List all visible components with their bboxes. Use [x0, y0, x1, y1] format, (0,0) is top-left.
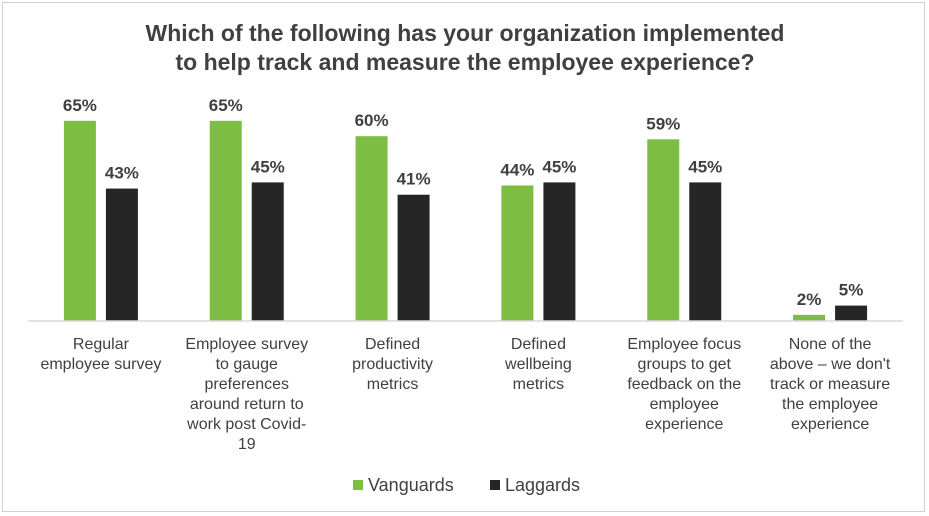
- value-label-vanguards-3: 44%: [500, 160, 534, 179]
- category-label-1-line-3: around return to: [190, 396, 304, 413]
- category-label-4-line-3: employee: [650, 396, 719, 413]
- value-label-laggards-4: 45%: [688, 157, 722, 176]
- category-label-1-line-2: preferences: [205, 376, 290, 393]
- chart-svg: Which of the following has your organiza…: [28, 20, 903, 495]
- category-label-1-line-1: to gauge: [216, 356, 278, 373]
- bars: [63, 120, 868, 321]
- chart-title: Which of the following has your organiza…: [146, 20, 785, 75]
- category-label-1-line-0: Employee survey: [185, 336, 308, 353]
- category-label-2-line-2: metrics: [367, 376, 419, 393]
- category-labels: Regular employee survey Employee survey to …: [40, 336, 890, 453]
- category-label-5-line-0: None of the: [789, 336, 872, 353]
- bar-laggards-2: [397, 194, 430, 321]
- legend-swatch-laggards: [490, 480, 500, 490]
- value-label-vanguards-4: 59%: [646, 114, 680, 133]
- value-label-vanguards-1: 65%: [209, 96, 243, 115]
- bar-laggards-5: [835, 305, 868, 321]
- bar-laggards-3: [543, 182, 576, 321]
- bar-vanguards-2: [355, 136, 388, 321]
- category-label-4-line-4: experience: [645, 416, 723, 433]
- category-label-4-line-2: feedback on the: [627, 376, 741, 393]
- bar-vanguards-1: [209, 120, 242, 321]
- value-label-vanguards-5: 2%: [797, 290, 822, 309]
- bar-vanguards-4: [647, 139, 680, 321]
- chart-title-line: to help track and measure the employee e…: [175, 49, 754, 75]
- category-label-0-line-1: employee survey: [40, 356, 161, 373]
- bar-laggards-0: [105, 188, 138, 321]
- chart-title-line: Which of the following has your organiza…: [146, 20, 785, 46]
- legend-swatch-vanguards: [353, 480, 363, 490]
- category-label-5-line-2: track or measure: [770, 376, 890, 393]
- bar-vanguards-0: [63, 120, 96, 321]
- bar-vanguards-5: [793, 314, 826, 321]
- value-label-laggards-1: 45%: [251, 157, 285, 176]
- bar-laggards-4: [689, 182, 722, 321]
- legend-label-laggards: Laggards: [505, 475, 580, 495]
- value-label-vanguards-0: 65%: [63, 96, 97, 115]
- category-label-2-line-0: Defined: [365, 336, 420, 353]
- legend-label-vanguards: Vanguards: [368, 475, 454, 495]
- category-label-5-line-3: the employee: [782, 396, 878, 413]
- category-label-5-line-1: above – we don't: [770, 356, 891, 373]
- value-label-vanguards-2: 60%: [355, 111, 389, 130]
- value-labels: 65% 43% 65% 45% 60% 41% 44% 45% 59% 45% 2% 5%: [63, 96, 863, 309]
- bar-laggards-1: [251, 182, 284, 321]
- value-label-laggards-2: 41%: [397, 170, 431, 189]
- category-label-2-line-1: productivity: [352, 356, 433, 373]
- category-label-4-line-0: Employee focus: [627, 336, 741, 353]
- category-label-3-line-0: Defined: [511, 336, 566, 353]
- value-label-laggards-3: 45%: [542, 157, 576, 176]
- value-label-laggards-5: 5%: [839, 281, 864, 300]
- value-label-laggards-0: 43%: [105, 164, 139, 183]
- category-label-1-line-5: 19: [238, 436, 256, 453]
- category-label-0-line-0: Regular: [73, 336, 130, 353]
- category-label-1-line-4: work post Covid-: [186, 416, 306, 433]
- category-label-3-line-1: wellbeing: [504, 356, 572, 373]
- legend: Vanguards Laggards: [353, 475, 580, 495]
- category-label-5-line-4: experience: [791, 416, 869, 433]
- category-label-4-line-1: groups to get: [638, 356, 732, 373]
- bar-vanguards-3: [501, 185, 534, 321]
- category-label-3-line-2: metrics: [513, 376, 565, 393]
